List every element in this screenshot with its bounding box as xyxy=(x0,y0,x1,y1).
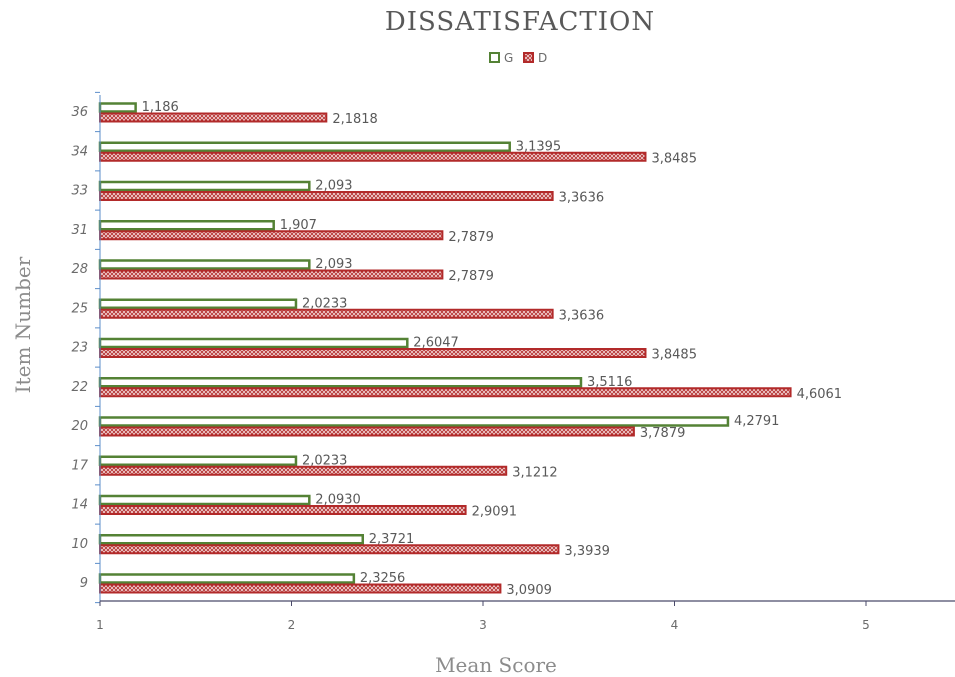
data-label-g: 4,2791 xyxy=(734,414,780,429)
bar-d xyxy=(99,426,635,437)
y-tick-label: 23 xyxy=(71,341,88,356)
y-tick-label: 28 xyxy=(71,262,88,277)
data-label-d: 2,7879 xyxy=(448,230,494,245)
chart-title: DISSATISFACTION xyxy=(385,7,655,37)
x-tick-label: 2 xyxy=(288,618,296,632)
x-tick-label: 1 xyxy=(96,618,104,632)
bar-g xyxy=(98,220,275,231)
data-label-g: 2,3256 xyxy=(360,571,406,586)
x-tick-label: 4 xyxy=(671,618,679,632)
bar-d xyxy=(99,348,647,358)
bar-d xyxy=(99,112,328,123)
bar-d xyxy=(99,505,467,515)
y-tick-label: 34 xyxy=(71,144,88,159)
bar-g xyxy=(98,180,311,192)
data-label-d: 2,1818 xyxy=(332,112,378,127)
bar-g xyxy=(98,259,311,270)
y-tick-label: 17 xyxy=(71,458,88,473)
bar-g xyxy=(98,455,298,466)
data-label-g: 2,093 xyxy=(315,179,352,194)
y-tick-label: 33 xyxy=(71,184,88,199)
data-label-g: 3,1395 xyxy=(516,139,562,154)
bar-g xyxy=(98,298,298,309)
data-label-d: 3,7879 xyxy=(640,426,686,441)
x-tick-label: 5 xyxy=(862,618,870,632)
data-label-g: 3,5116 xyxy=(587,375,633,390)
data-label-g: 2,0930 xyxy=(315,493,361,508)
data-label-d: 2,9091 xyxy=(472,505,518,520)
bar-g xyxy=(98,534,365,545)
bar-d xyxy=(99,191,554,201)
legend-label-g: G xyxy=(504,51,513,65)
y-tick-label: 22 xyxy=(71,380,88,395)
data-label-g: 2,6047 xyxy=(413,336,459,351)
bar-d xyxy=(99,583,502,594)
bar-g xyxy=(98,141,511,152)
bar-d xyxy=(99,230,444,241)
bar-g xyxy=(98,102,137,113)
data-label-g: 2,0233 xyxy=(302,453,348,468)
bar-g xyxy=(98,337,409,349)
y-tick-label: 14 xyxy=(71,498,88,513)
data-label-d: 3,8485 xyxy=(651,348,697,363)
bar-d xyxy=(99,269,444,280)
x-tick-label: 3 xyxy=(479,618,487,632)
legend-swatch-g xyxy=(489,52,500,63)
bar-d xyxy=(99,465,508,476)
bar-d xyxy=(99,308,554,319)
data-label-d: 2,7879 xyxy=(448,269,494,284)
bar-d xyxy=(99,544,560,555)
legend-swatch-d xyxy=(523,52,534,63)
data-label-g: 2,0233 xyxy=(302,296,348,311)
data-label-d: 4,6061 xyxy=(797,387,843,402)
data-label-d: 3,3636 xyxy=(559,191,605,206)
data-label-d: 3,0909 xyxy=(506,583,552,598)
y-tick-label: 20 xyxy=(71,419,88,434)
data-label-g: 1,186 xyxy=(142,100,179,115)
data-label-d: 3,1212 xyxy=(512,465,558,480)
data-label-g: 1,907 xyxy=(280,218,317,233)
bar-d xyxy=(99,387,792,398)
y-tick-label: 36 xyxy=(71,105,88,120)
bar-d xyxy=(99,151,647,162)
y-tick-label: 10 xyxy=(71,537,88,552)
bar-g xyxy=(98,573,356,584)
y-axis-title: Item Number xyxy=(11,256,35,393)
y-tick-label: 9 xyxy=(80,576,88,591)
y-tick-label: 31 xyxy=(71,223,88,238)
legend-label-d: D xyxy=(538,51,547,65)
data-label-d: 3,8485 xyxy=(651,151,697,166)
data-label-d: 3,3636 xyxy=(559,308,605,323)
y-tick-label: 25 xyxy=(71,301,88,316)
data-label-g: 2,093 xyxy=(315,257,352,272)
data-label-d: 3,3939 xyxy=(564,544,610,559)
bar-g xyxy=(98,494,311,506)
bar-g xyxy=(98,377,583,388)
data-label-g: 2,3721 xyxy=(369,532,415,547)
x-axis-title: Mean Score xyxy=(435,653,557,677)
bar-g xyxy=(98,416,730,427)
